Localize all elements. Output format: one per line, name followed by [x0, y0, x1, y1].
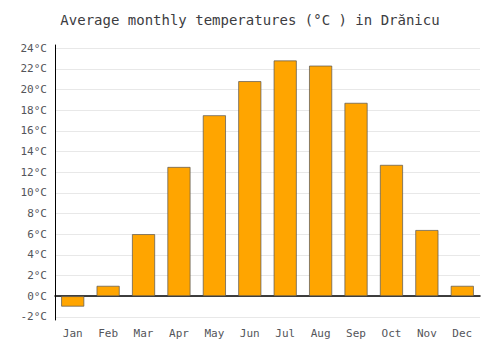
svg-text:Mar: Mar	[134, 327, 154, 340]
svg-text:18°C: 18°C	[21, 104, 48, 117]
svg-text:Jun: Jun	[240, 327, 260, 340]
svg-text:0°C: 0°C	[27, 290, 47, 303]
svg-text:Aug: Aug	[311, 327, 331, 340]
svg-text:12°C: 12°C	[21, 166, 48, 179]
svg-text:Nov: Nov	[417, 327, 437, 340]
svg-text:24°C: 24°C	[21, 42, 48, 55]
svg-text:2°C: 2°C	[27, 269, 47, 282]
svg-text:Apr: Apr	[169, 327, 189, 340]
svg-text:Oct: Oct	[382, 327, 402, 340]
svg-text:8°C: 8°C	[27, 207, 47, 220]
svg-text:10°C: 10°C	[21, 186, 48, 199]
svg-text:6°C: 6°C	[27, 228, 47, 241]
svg-text:Jan: Jan	[63, 327, 83, 340]
svg-text:Sep: Sep	[346, 327, 366, 340]
svg-text:22°C: 22°C	[21, 62, 48, 75]
svg-text:4°C: 4°C	[27, 248, 47, 261]
svg-text:14°C: 14°C	[21, 145, 48, 158]
svg-text:Dec: Dec	[452, 327, 472, 340]
svg-text:-2°C: -2°C	[21, 310, 48, 323]
svg-text:20°C: 20°C	[21, 83, 48, 96]
svg-text:May: May	[204, 327, 224, 340]
svg-text:16°C: 16°C	[21, 124, 48, 137]
svg-text:Jul: Jul	[275, 327, 295, 340]
svg-text:Average monthly temperatures (: Average monthly temperatures (°C ) in Dr…	[60, 12, 439, 28]
svg-text:Feb: Feb	[98, 327, 118, 340]
